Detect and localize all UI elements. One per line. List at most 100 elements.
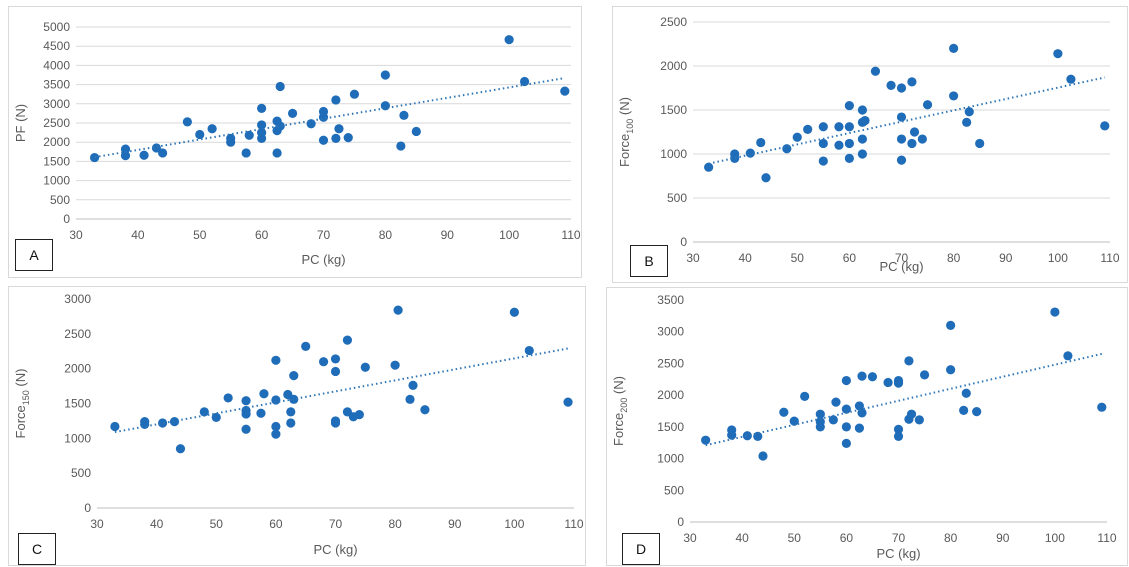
data-point: [1097, 402, 1107, 412]
y-axis-title: PF (N): [13, 104, 28, 142]
data-point: [909, 127, 920, 137]
y-tick-label: 2500: [64, 327, 91, 341]
data-point: [140, 417, 150, 427]
x-tick-label: 80: [388, 517, 402, 531]
data-point: [175, 444, 186, 454]
chart-svg-b: 0 500 1000 1500 2000 2500 30 40 50 60 70 80 90 100 110…: [617, 15, 1120, 274]
data-point: [318, 357, 329, 367]
data-point: [779, 407, 789, 417]
x-axis-title: PC (kg): [313, 542, 357, 557]
y-axis-title: Force150 (N): [13, 369, 31, 439]
x-tick-label: 90: [999, 251, 1013, 265]
data-point: [972, 407, 982, 417]
data-point: [334, 124, 344, 134]
x-tick-label: 70: [317, 228, 331, 242]
data-point: [975, 138, 985, 149]
data-point: [259, 389, 269, 399]
data-point: [917, 134, 927, 144]
y-tick-label: 2000: [43, 135, 70, 149]
x-tick-label: 110: [564, 517, 583, 531]
data-point: [860, 115, 870, 126]
y-tick-label: 4500: [43, 39, 70, 53]
data-point: [815, 417, 825, 427]
data-point: [844, 153, 854, 163]
data-point: [815, 409, 825, 419]
data-point: [1063, 351, 1073, 361]
data-point: [962, 117, 972, 127]
y-axis-title-unit: (N): [611, 376, 626, 398]
y-tick-label: 1000: [43, 174, 70, 188]
data-point: [841, 438, 851, 448]
chart-svg-c: 0 500 1000 1500 2000 2500 3000 30 40 50 60 70 80 90 10…: [13, 292, 584, 557]
x-tick-label: 40: [735, 531, 749, 545]
panel-label: C: [18, 533, 56, 565]
data-point: [1100, 121, 1110, 131]
y-tick-label: 2500: [660, 15, 687, 29]
data-point: [792, 132, 802, 142]
data-point: [961, 388, 971, 398]
y-tick-label: 3000: [64, 292, 91, 306]
x-tick-label: 100: [499, 228, 519, 242]
y-tick-label: 1000: [64, 431, 91, 445]
y-tick-label: 3000: [657, 325, 684, 339]
data-point: [742, 431, 752, 441]
data-point: [964, 107, 974, 117]
data-point: [272, 148, 282, 158]
data-point: [343, 132, 353, 143]
data-point: [257, 103, 267, 114]
data-point: [886, 80, 896, 90]
data-point: [893, 431, 904, 441]
data-point: [782, 144, 792, 154]
y-tick-label: 3000: [43, 97, 70, 111]
x-tick-label: 40: [738, 251, 752, 265]
data-point: [854, 401, 865, 411]
data-point: [818, 138, 828, 149]
data-point: [753, 431, 763, 441]
trendline: [94, 77, 565, 159]
y-tick-label: 2500: [657, 356, 684, 370]
data-point: [1050, 307, 1060, 317]
data-point: [182, 117, 192, 127]
data-point: [745, 148, 755, 158]
data-point: [330, 354, 341, 364]
y-tick-label: 500: [667, 191, 687, 205]
trendline: [114, 347, 569, 434]
data-point: [704, 162, 714, 172]
data-point: [893, 375, 904, 386]
data-point: [896, 83, 907, 93]
x-tick-label: 110: [1100, 251, 1119, 265]
scatter-panel-d: 0 500 1000 1500 2000 2500 3000 3500 30 40 50 60 70 80…: [606, 287, 1128, 566]
data-point: [818, 122, 828, 132]
data-point: [949, 43, 959, 54]
y-tick-label: 3500: [657, 293, 684, 307]
data-point: [271, 355, 281, 365]
data-point: [844, 138, 854, 149]
x-tick-label: 30: [683, 531, 697, 545]
data-point: [244, 130, 254, 140]
data-point: [139, 150, 149, 160]
x-tick-label: 40: [131, 228, 145, 242]
data-point: [360, 362, 370, 372]
data-point: [287, 108, 298, 118]
data-point: [946, 365, 956, 375]
y-tick-label: 1500: [43, 154, 70, 168]
x-axis-title: PC (kg): [879, 259, 923, 274]
y-axis-title-unit: (N): [617, 97, 632, 119]
data-point: [761, 173, 771, 183]
data-point: [226, 133, 236, 143]
y-axis-title-subscript: 100: [625, 119, 635, 134]
data-point: [914, 415, 924, 425]
data-point: [211, 412, 221, 423]
data-point: [89, 152, 100, 163]
data-point: [803, 124, 813, 134]
y-tick-label: 2000: [64, 362, 91, 376]
data-point: [857, 105, 868, 115]
data-point: [904, 356, 914, 366]
data-point: [758, 451, 768, 461]
data-point: [275, 121, 285, 131]
x-tick-label: 30: [69, 228, 83, 242]
data-point: [818, 156, 828, 166]
trendline: [708, 76, 1106, 165]
data-point: [854, 423, 865, 433]
data-point: [331, 133, 341, 143]
